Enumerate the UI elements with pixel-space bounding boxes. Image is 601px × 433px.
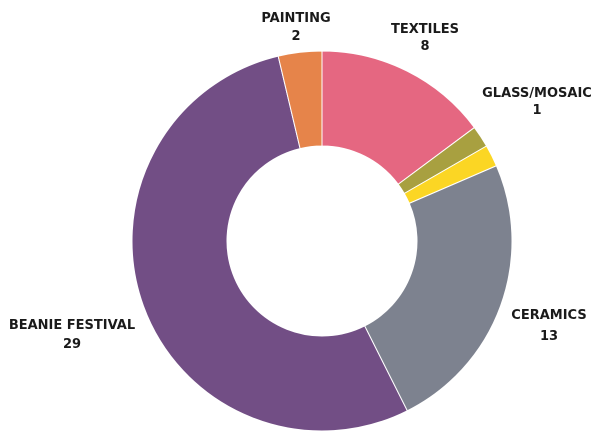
label-ceramics-name: CERAMICS	[511, 308, 586, 323]
label-textiles-name: TEXTILES	[391, 22, 459, 37]
label-painting-value: 2	[291, 29, 300, 44]
label-textiles-value: 8	[420, 39, 429, 54]
label-glass-mosaic-value: 1	[532, 103, 541, 118]
label-glass-mosaic-name: GLASS/MOSAIC	[482, 86, 592, 101]
label-ceramics-value: 13	[540, 329, 558, 344]
label-beanie-festival-value: 29	[63, 337, 81, 352]
slice-textiles	[321, 50, 476, 185]
slice-ceramics	[363, 165, 513, 412]
label-beanie-festival-name: BEANIE FESTIVAL	[9, 318, 135, 333]
slice-beanie-festival	[131, 55, 408, 432]
label-painting-name: PAINTING	[261, 11, 330, 26]
slice-painting	[277, 50, 323, 150]
